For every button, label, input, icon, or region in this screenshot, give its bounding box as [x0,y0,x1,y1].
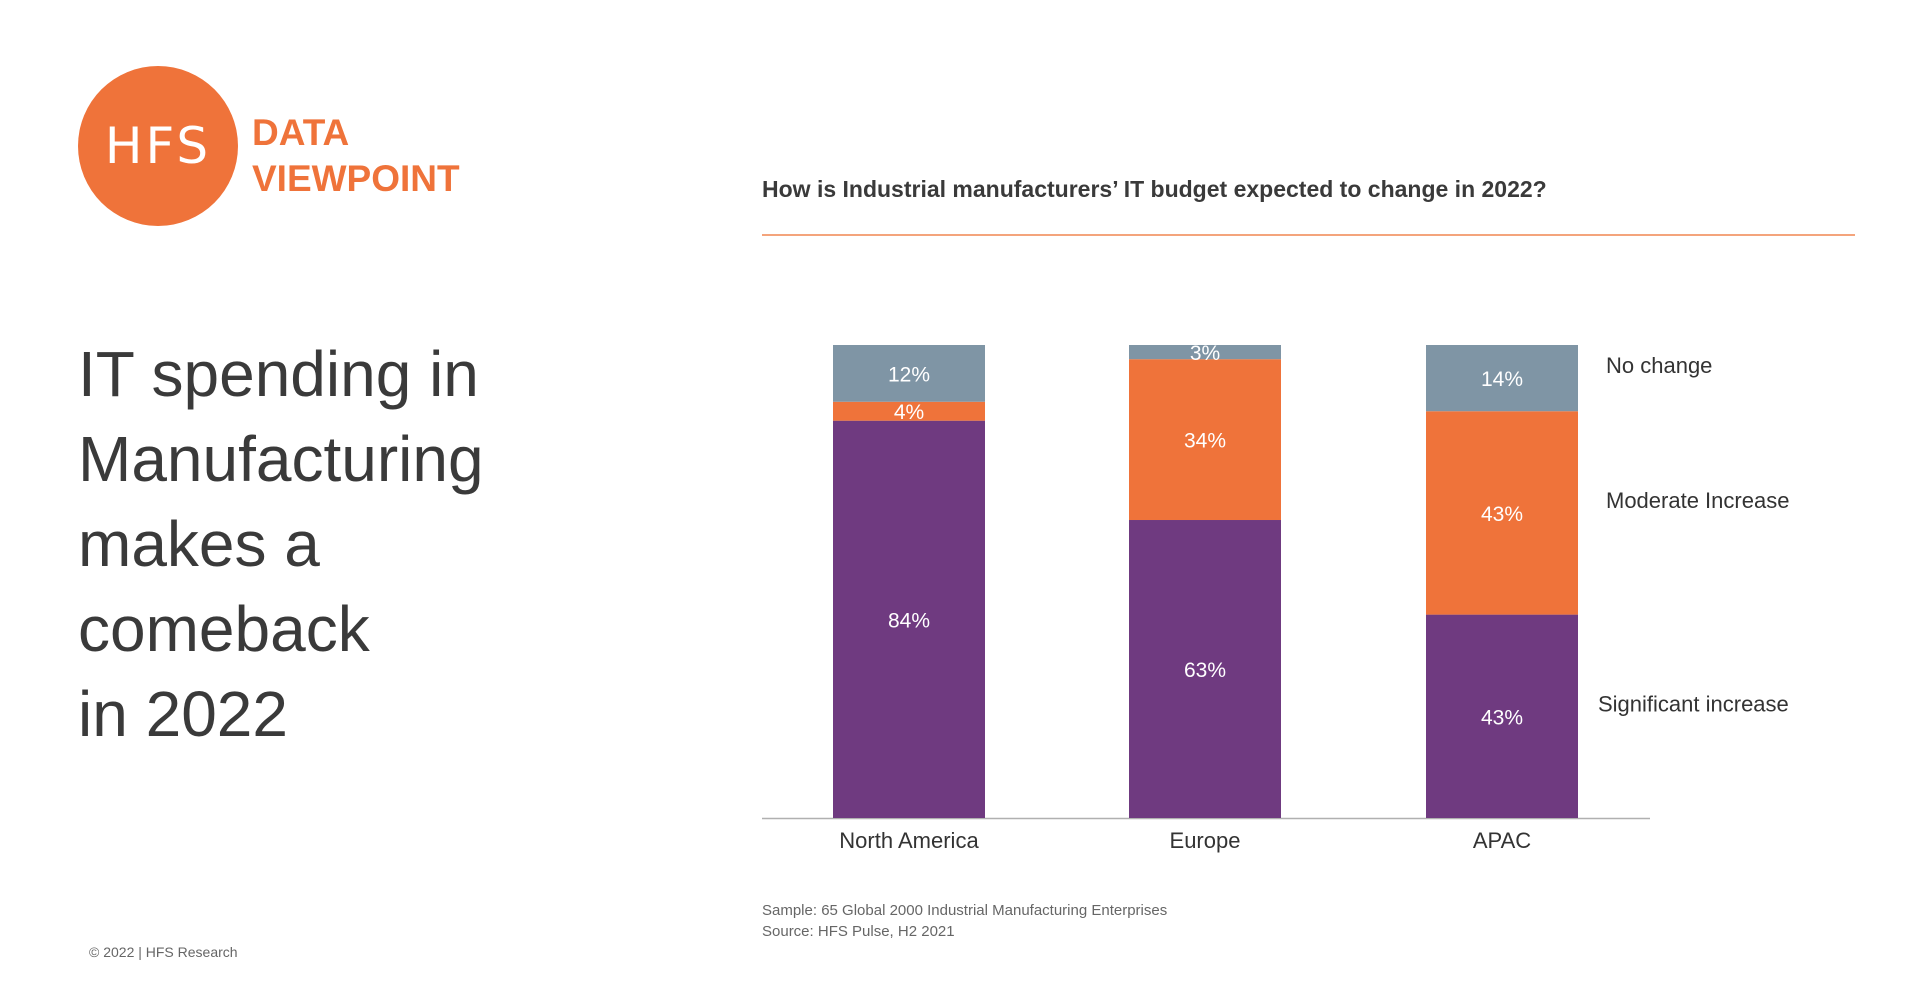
data-label: 63% [1184,659,1226,682]
category-label: North America [839,828,979,853]
headline-line: IT spending in [78,338,479,410]
bar-segment [1129,359,1281,521]
bar-segment [1426,411,1578,615]
data-label: 34% [1184,430,1226,453]
data-label: 43% [1481,503,1523,526]
headline-line: Manufacturing [78,423,484,495]
data-label: 4% [894,401,924,424]
hfs-logo: HFS [78,66,238,226]
data-label: 84% [888,609,930,632]
headline-line: comeback [78,593,370,665]
chart-notes: Sample: 65 Global 2000 Industrial Manufa… [762,900,1167,942]
chart-title: How is Industrial manufacturers’ IT budg… [762,176,1547,202]
headline: IT spending in Manufacturing makes a com… [78,332,638,757]
headline-line: makes a [78,508,320,580]
copyright: © 2022 | HFS Research [89,944,238,960]
title-divider [762,234,1855,236]
logo-text: HFS [104,117,212,175]
bar-segment [1426,345,1578,412]
bar-segment [1129,345,1281,360]
headline-line: in 2022 [78,678,288,750]
source-note: Source: HFS Pulse, H2 2021 [762,923,955,940]
bar-segment [833,345,985,402]
data-label: 43% [1481,706,1523,729]
legend-label: Moderate Increase [1606,488,1789,513]
bar-segment [833,420,985,818]
sample-note: Sample: 65 Global 2000 Industrial Manufa… [762,902,1168,919]
data-label: 3% [1190,342,1220,365]
bar-segment [1129,520,1281,818]
data-label: 12% [888,363,930,386]
category-label: APAC [1473,828,1531,853]
logo-subtitle-line2: VIEWPOINT [252,158,460,199]
bar-segment [833,401,985,421]
category-label: Europe [1170,828,1241,853]
legend-label: Significant increase [1598,691,1789,716]
bar-segment [1426,614,1578,818]
logo-subtitle-line1: DATA [252,112,350,153]
legend-label: No change [1606,353,1712,378]
data-label: 14% [1481,368,1523,391]
